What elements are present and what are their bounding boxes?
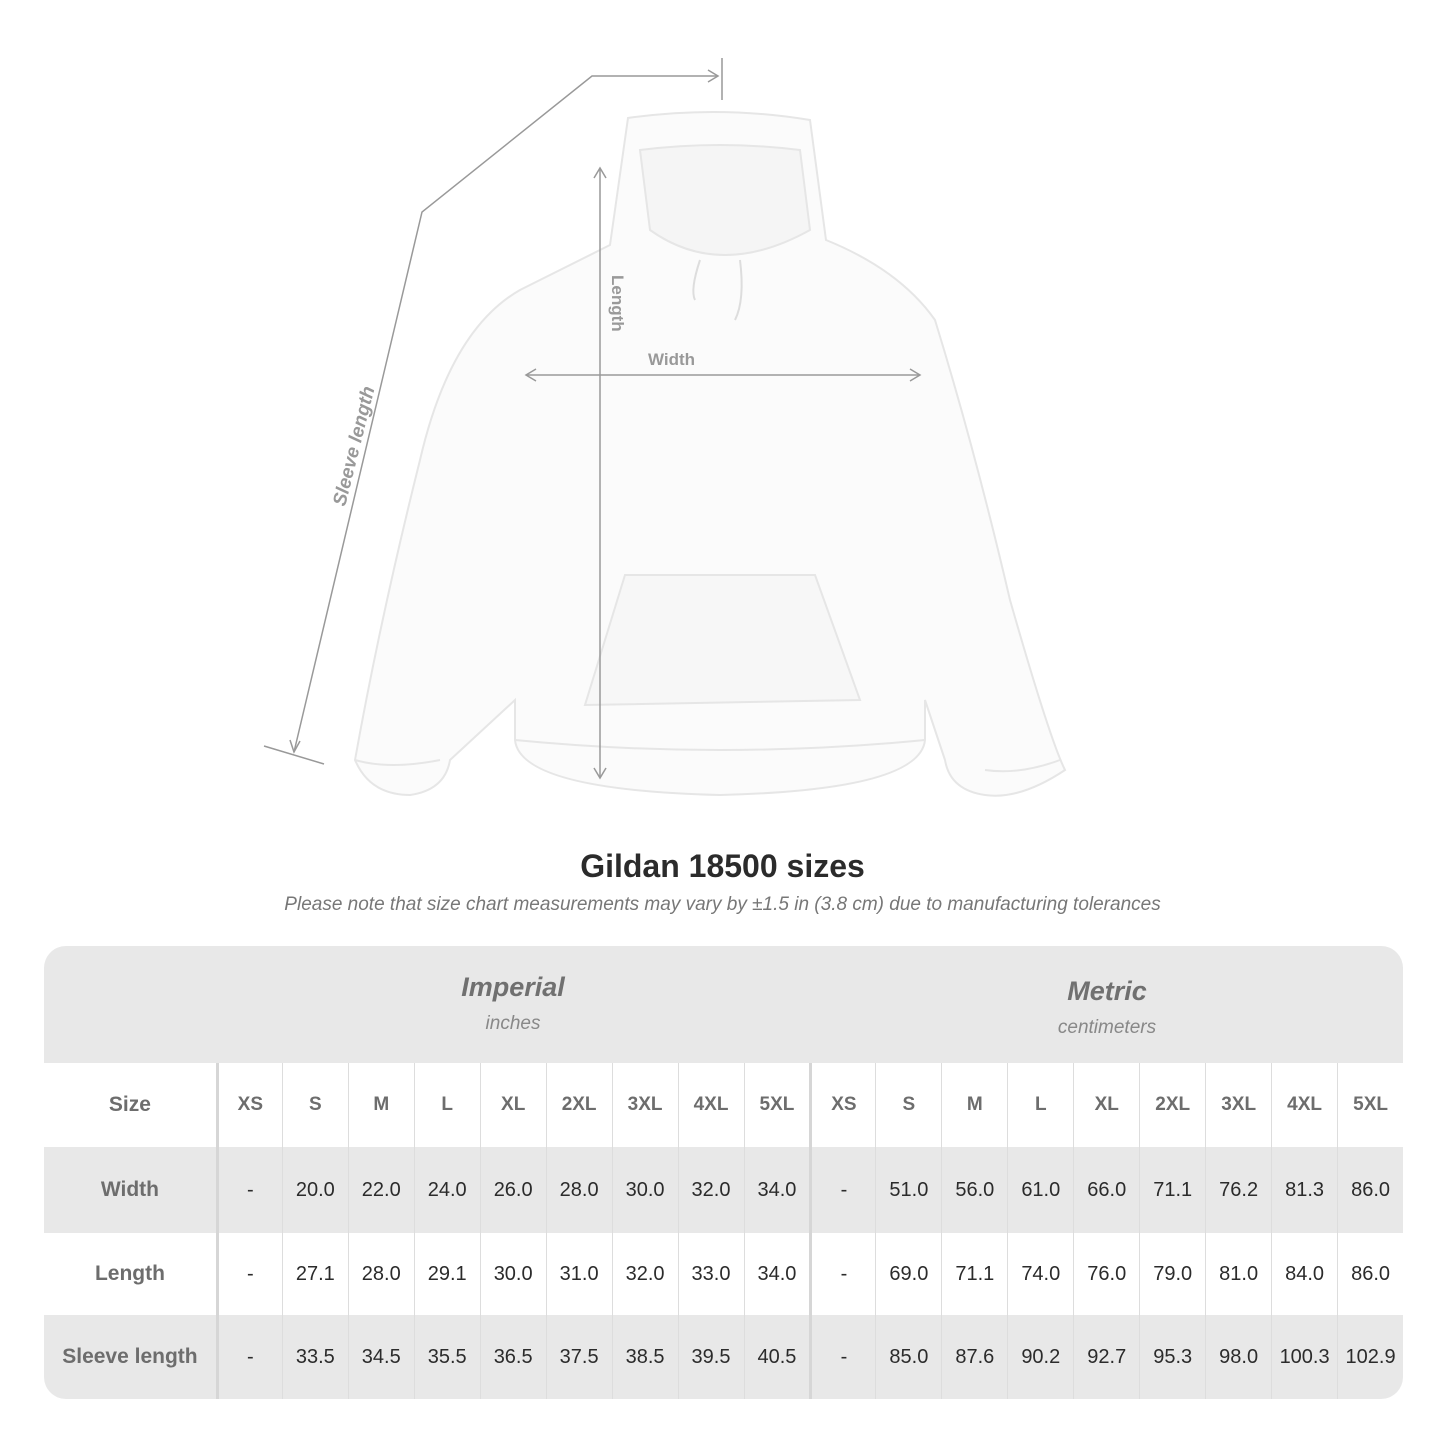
imperial-value-cell: 30.0 [611, 1147, 678, 1233]
table-row: Width -20.0 22.0 24.0 26.0 28.0 30.0 32.0 34.0-5… [44, 1147, 1403, 1233]
metric-value-cell: 98.0 [1205, 1315, 1271, 1399]
metric-value-cell: 56.0 [941, 1147, 1007, 1233]
metric-value-cell: 84.0 [1271, 1233, 1337, 1315]
metric-size-header: 5XL [1337, 1063, 1403, 1147]
imperial-value-cell: - [215, 1233, 282, 1315]
metric-size-header: 4XL [1271, 1063, 1337, 1147]
metric-value-cell: 74.0 [1007, 1233, 1073, 1315]
imperial-value-cell: 36.5 [479, 1315, 546, 1399]
imperial-size-header: 2XL [545, 1063, 612, 1147]
metric-value-cell: 71.1 [941, 1233, 1007, 1315]
imperial-value-cell: 34.5 [347, 1315, 414, 1399]
imperial-value-cell: 37.5 [545, 1315, 612, 1399]
metric-value-cell: 79.0 [1139, 1233, 1205, 1315]
metric-value-cell: 81.0 [1205, 1233, 1271, 1315]
imperial-unit: inches [485, 1013, 541, 1034]
imperial-value-cell: 29.1 [413, 1233, 480, 1315]
metric-value-cell: - [809, 1147, 875, 1233]
metric-value-cell: 86.0 [1337, 1233, 1403, 1315]
metric-value-cell: 61.0 [1007, 1147, 1073, 1233]
metric-size-header: XL [1073, 1063, 1139, 1147]
metric-value-cell: 76.0 [1073, 1233, 1139, 1315]
metric-value-cell: 66.0 [1073, 1147, 1139, 1233]
imperial-size-header: L [413, 1063, 480, 1147]
imperial-value-cell: 22.0 [347, 1147, 414, 1233]
imperial-value-cell: - [215, 1315, 282, 1399]
metric-value-cell: - [809, 1315, 875, 1399]
imperial-value-cell: 40.5 [743, 1315, 810, 1399]
imperial-value-cell: 34.0 [743, 1147, 810, 1233]
imperial-value-cell: 31.0 [545, 1233, 612, 1315]
tolerance-note: Please note that size chart measurements… [284, 894, 1161, 915]
table-row: Sleeve length -33.5 34.5 35.5 36.5 37.5 38.5 39… [44, 1315, 1403, 1399]
table-row: Length -27.1 28.0 29.1 30.0 31.0 32.0 33.0 34.0-… [44, 1233, 1403, 1315]
sleeve-line [293, 75, 718, 753]
metric-value-cell: 100.3 [1271, 1315, 1337, 1399]
metric-value-cell: 69.0 [875, 1233, 941, 1315]
imperial-value-cell: 33.0 [677, 1233, 744, 1315]
metric-value-cell: - [809, 1233, 875, 1315]
imperial-value-cell: 33.5 [281, 1315, 348, 1399]
imperial-value-cell: 28.0 [545, 1147, 612, 1233]
metric-title: Metric [1067, 976, 1147, 1006]
metric-value-cell: 81.3 [1271, 1147, 1337, 1233]
imperial-header: Imperial inches [216, 946, 810, 1063]
size-table: Imperial inches Metric centimeters Size X… [44, 946, 1403, 1399]
imperial-size-header: 5XL [743, 1063, 810, 1147]
metric-value-cell: 76.2 [1205, 1147, 1271, 1233]
imperial-value-cell: 27.1 [281, 1233, 348, 1315]
metric-unit: centimeters [1057, 1017, 1157, 1038]
imperial-size-header: M [347, 1063, 414, 1147]
imperial-size-header: S [281, 1063, 348, 1147]
size-column-header: Size [108, 1093, 151, 1116]
imperial-value-cell: 30.0 [479, 1233, 546, 1315]
imperial-size-header: 4XL [677, 1063, 744, 1147]
size-header-row: Size XS S M L XL 2XL 3XL 4XL 5XL XS S M L XL 2XL 3XL 4XL 5… [44, 1063, 1403, 1147]
metric-size-header: M [941, 1063, 1007, 1147]
imperial-value-cell: 39.5 [677, 1315, 744, 1399]
page-title: Gildan 18500 sizes [580, 848, 865, 884]
metric-value-cell: 85.0 [875, 1315, 941, 1399]
width-label: Width [648, 350, 695, 369]
hoodie-diagram: Length Width Sleeve length [263, 58, 1067, 797]
metric-value-cell: 87.6 [941, 1315, 1007, 1399]
imperial-value-cell: - [215, 1147, 282, 1233]
imperial-value-cell: 20.0 [281, 1147, 348, 1233]
imperial-title: Imperial [461, 972, 565, 1002]
metric-value-cell: 92.7 [1073, 1315, 1139, 1399]
metric-size-header: 3XL [1205, 1063, 1271, 1147]
metric-size-header: S [875, 1063, 941, 1147]
imperial-size-header: 3XL [611, 1063, 678, 1147]
imperial-size-header: XS [215, 1063, 282, 1147]
metric-value-cell: 102.9 [1337, 1315, 1403, 1399]
imperial-value-cell: 35.5 [413, 1315, 480, 1399]
row-label: Sleeve length [62, 1345, 198, 1368]
row-label: Length [94, 1262, 165, 1285]
sleeve-length-label: Sleeve length [329, 384, 379, 508]
metric-value-cell: 71.1 [1139, 1147, 1205, 1233]
imperial-value-cell: 26.0 [479, 1147, 546, 1233]
imperial-value-cell: 34.0 [743, 1233, 810, 1315]
imperial-value-cell: 38.5 [611, 1315, 678, 1399]
metric-header: Metric centimeters [810, 946, 1403, 1063]
imperial-size-header: XL [479, 1063, 546, 1147]
metric-size-header: XS [809, 1063, 875, 1147]
length-label: Length [608, 275, 627, 332]
imperial-value-cell: 28.0 [347, 1233, 414, 1315]
imperial-value-cell: 32.0 [677, 1147, 744, 1233]
metric-size-header: L [1007, 1063, 1073, 1147]
imperial-value-cell: 24.0 [413, 1147, 480, 1233]
metric-value-cell: 95.3 [1139, 1315, 1205, 1399]
metric-size-header: 2XL [1139, 1063, 1205, 1147]
metric-value-cell: 51.0 [875, 1147, 941, 1233]
metric-value-cell: 90.2 [1007, 1315, 1073, 1399]
unit-header-band [44, 946, 1403, 1063]
row-label: Width [100, 1178, 159, 1201]
imperial-value-cell: 32.0 [611, 1233, 678, 1315]
metric-value-cell: 86.0 [1337, 1147, 1403, 1233]
hoodie-image [353, 110, 1067, 797]
measurement-lines [263, 58, 922, 780]
